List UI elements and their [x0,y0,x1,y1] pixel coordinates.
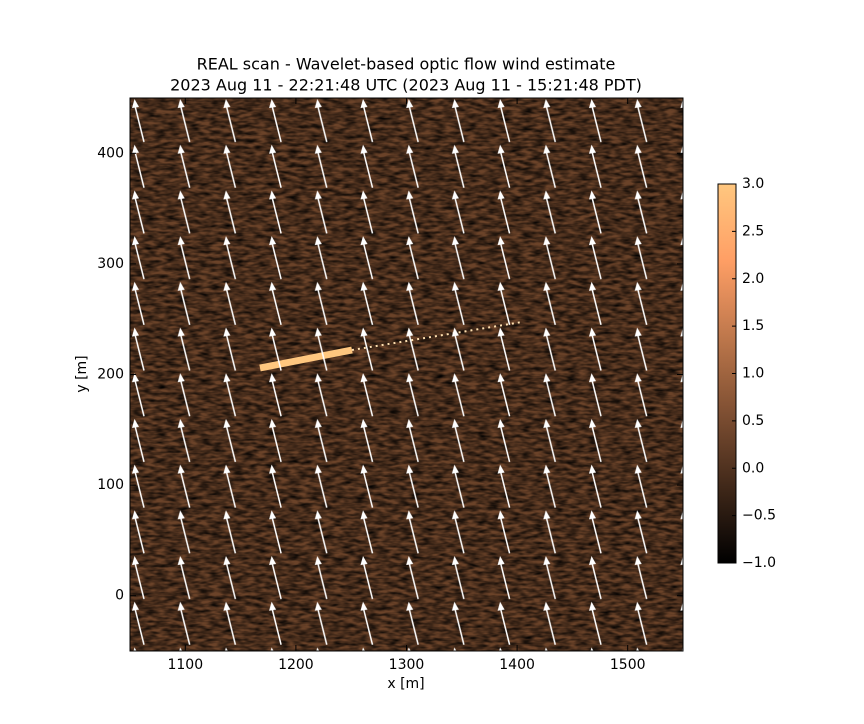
x-tick-label: 1400 [499,657,535,673]
colorbar-tick-label: −1.0 [742,555,776,571]
x-tick-label: 1100 [167,657,203,673]
colorbar-tick-label: 1.0 [742,366,764,382]
wind-arrows [130,98,683,651]
y-tick-label: 400 [97,145,124,161]
x-axis-label: x [m] [387,676,424,692]
colorbar-tick-label: 2.5 [742,223,764,239]
x-tick-label: 1200 [278,657,314,673]
colorbar-tick-label: 0.5 [742,413,764,429]
colorbar-tick-label: 0.0 [742,460,764,476]
colorbar-tick-label: 1.5 [742,318,764,334]
y-tick-label: 100 [97,477,124,493]
plot-area [130,98,683,651]
colorbar-tick-label: 3.0 [742,176,764,192]
colorbar-tick-label: −0.5 [742,508,776,524]
y-tick-label: 200 [97,367,124,383]
x-tick-label: 1300 [389,657,425,673]
x-tick-label: 1500 [610,657,646,673]
y-tick-label: 300 [97,256,124,272]
colorbar-tick-label: 2.0 [742,271,764,287]
y-tick-label: 0 [115,588,124,604]
chart-title: REAL scan - Wavelet-based optic flow win… [197,55,616,74]
chart-subtitle: 2023 Aug 11 - 22:21:48 UTC (2023 Aug 11 … [170,76,642,95]
y-axis-label: y [m] [74,355,90,392]
